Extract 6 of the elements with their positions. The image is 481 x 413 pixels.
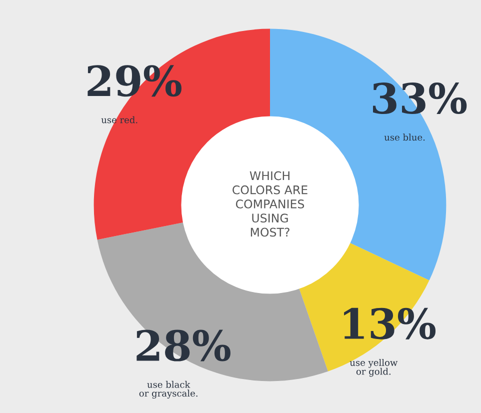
text: WHICH COLORS ARE COMPANIES USING MOST? — [232, 171, 308, 237]
slice-label: use blue. — [384, 134, 425, 141]
slice-label: use yellow or gold. — [350, 358, 398, 377]
data-label: 28% — [136, 330, 230, 362]
donut-slice — [97, 222, 328, 382]
slice-label: use black or grayscale. — [139, 380, 198, 399]
